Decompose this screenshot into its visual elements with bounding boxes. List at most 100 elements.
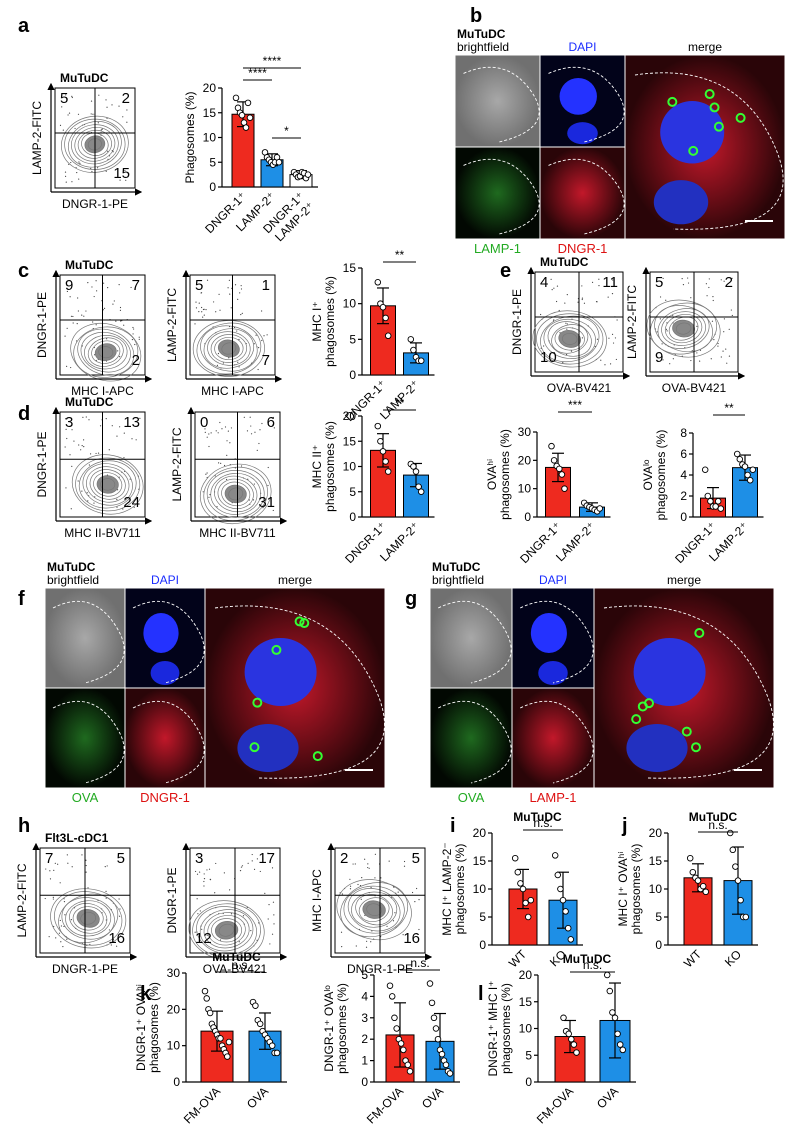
contour (77, 328, 135, 376)
event (66, 437, 68, 440)
event (70, 315, 73, 317)
y-axis-label: phagosomes (%) (499, 983, 513, 1074)
event (661, 343, 663, 345)
y-axis-label: DNGR-1⁺ OVAʰⁱ (134, 984, 148, 1071)
quadrant-value: 11 (602, 274, 618, 291)
panel-letter: b (470, 5, 482, 27)
chart-title: MuTuDC (513, 810, 562, 824)
event (214, 475, 216, 477)
event (267, 918, 269, 920)
contour (366, 903, 382, 916)
event (221, 428, 223, 430)
event (124, 169, 126, 172)
event (98, 94, 100, 96)
data-point (550, 457, 558, 464)
quadrant-value: 7 (132, 277, 140, 294)
event (115, 320, 117, 322)
contour (196, 906, 258, 955)
event (659, 318, 661, 320)
y-axis-label: MHC I-APC (310, 869, 324, 932)
y-axis-label: LAMP-2-FITC (165, 288, 179, 362)
event (71, 181, 73, 183)
cell-outline (463, 158, 540, 235)
event (272, 416, 275, 419)
event (206, 869, 208, 871)
phagosome (271, 644, 282, 655)
y-tick-label: 0 (524, 510, 531, 524)
data-point (446, 1070, 454, 1077)
event (198, 871, 201, 873)
event (266, 358, 268, 360)
contour (536, 313, 604, 365)
event (139, 417, 141, 419)
contour (657, 308, 710, 349)
event (611, 293, 614, 295)
data-point (410, 463, 417, 470)
event (722, 350, 724, 352)
event (81, 854, 83, 856)
event (577, 301, 579, 303)
event (349, 888, 352, 890)
event (614, 337, 617, 339)
nucleus (626, 724, 688, 772)
event (352, 863, 354, 865)
y-tick-label: 5 (209, 155, 216, 169)
event (690, 359, 692, 362)
event (85, 871, 87, 873)
event (708, 278, 710, 280)
event (403, 860, 406, 863)
phagosome (252, 697, 263, 708)
data-point (217, 1035, 224, 1042)
event (132, 333, 134, 335)
event (558, 309, 560, 312)
y-tick-label: 2 (361, 1032, 368, 1046)
data-point (382, 458, 389, 465)
event (699, 349, 702, 351)
sig-label: ** (395, 396, 405, 410)
event (83, 439, 85, 441)
data-point (203, 995, 210, 1002)
contour (203, 912, 250, 949)
data-point (616, 1041, 624, 1048)
data-point (714, 498, 722, 505)
event (223, 872, 225, 874)
contour (646, 299, 721, 358)
panel-letter: d (18, 403, 30, 425)
data-point (611, 1014, 619, 1022)
event (48, 936, 50, 938)
channel-label: OVA (72, 790, 99, 805)
event (204, 431, 206, 433)
sig-label: * (284, 124, 289, 138)
event (402, 934, 404, 936)
data-point (736, 456, 744, 463)
event (113, 300, 115, 302)
event (199, 910, 201, 912)
quadrant-value: 4 (540, 274, 548, 291)
event (731, 314, 733, 317)
data-point (275, 158, 283, 166)
chart-title: MuTuDC (563, 952, 612, 966)
event (71, 429, 73, 431)
phagosome (681, 726, 692, 737)
event (388, 860, 390, 862)
y-tick-label: 10 (649, 882, 663, 896)
event (210, 432, 212, 434)
event (66, 327, 68, 329)
y-axis-label: Phagosomes (%) (183, 91, 197, 183)
event (123, 457, 125, 459)
event (62, 129, 64, 131)
y-tick-label: 20 (167, 1002, 181, 1016)
event (117, 350, 119, 352)
event (223, 464, 226, 467)
event (229, 889, 231, 891)
event (228, 279, 230, 281)
contour (54, 891, 123, 946)
channel-label: DNGR-1 (558, 241, 608, 256)
sig-label: **** (248, 66, 267, 80)
data-point (406, 1068, 414, 1075)
data-point (224, 1053, 231, 1060)
event (110, 944, 112, 946)
contour (77, 129, 112, 159)
panel-letter: j (621, 815, 628, 837)
